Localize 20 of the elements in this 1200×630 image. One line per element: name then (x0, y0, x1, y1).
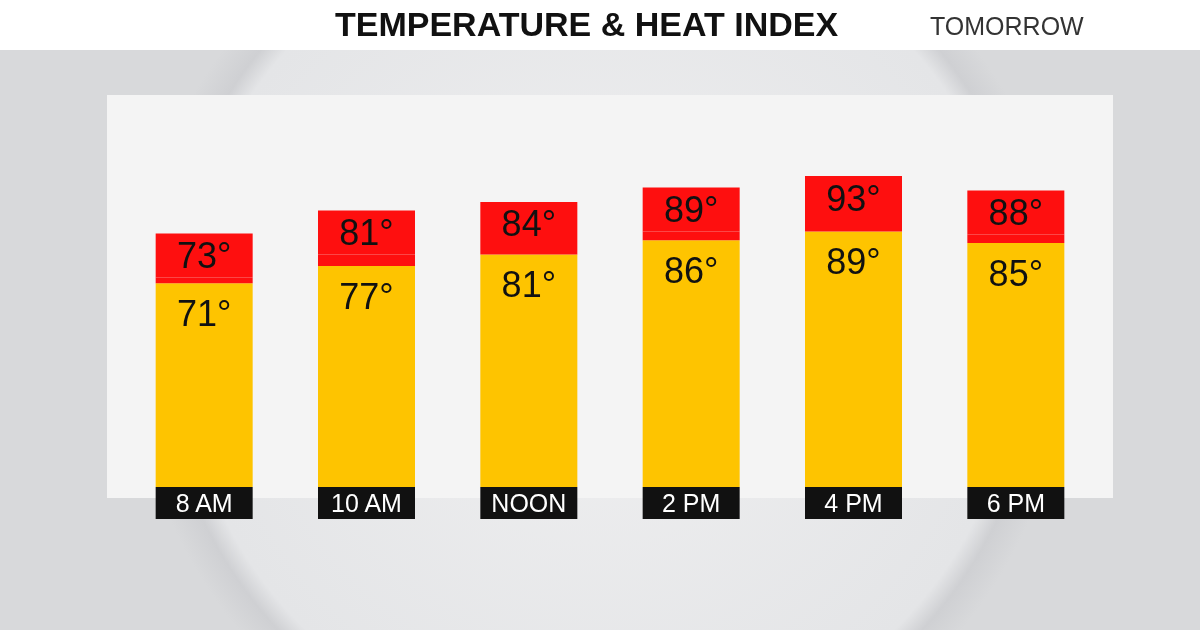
x-tick-label: 6 PM (986, 489, 1046, 517)
total-label: 93° (826, 177, 881, 219)
total-label: 88° (988, 191, 1044, 233)
x-tick-label: 2 PM (661, 489, 721, 517)
x-tick-label: 8 AM (175, 489, 233, 517)
data-label: 81° (501, 264, 557, 306)
x-tick-label: 4 PM (824, 489, 883, 517)
chart-title: TEMPERATURE & HEAT INDEX (335, 5, 839, 43)
total-label: 84° (501, 203, 557, 245)
total-label: 73° (176, 234, 232, 276)
chart-subtitle: TOMORROW (930, 11, 1085, 40)
data-label: 77° (339, 275, 394, 317)
data-label: 86° (663, 249, 719, 291)
x-tick-label: NOON (491, 489, 567, 517)
data-label: 71° (176, 292, 232, 334)
data-label: 89° (826, 241, 881, 283)
total-label: 81° (339, 212, 394, 254)
data-label: 85° (988, 252, 1044, 294)
x-tick-label: 10 AM (331, 489, 402, 517)
total-label: 89° (663, 189, 719, 231)
